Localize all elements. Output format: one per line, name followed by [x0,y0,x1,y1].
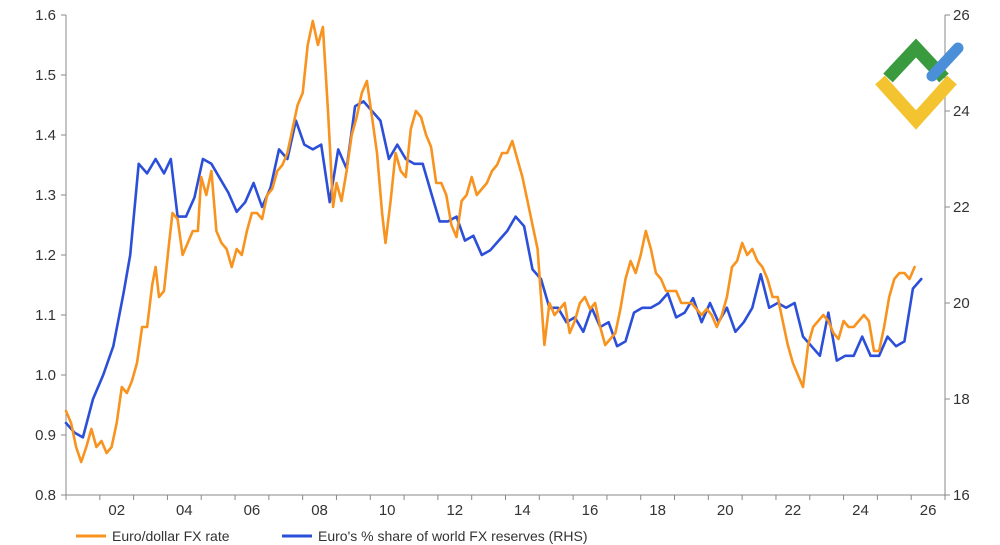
right-tick-label: 18 [953,391,970,408]
x-tick-label: 18 [649,502,666,519]
left-tick-label: 0.8 [35,487,56,504]
x-tick-label: 26 [920,502,937,519]
brand-logo [875,38,964,130]
left-tick-label: 0.9 [35,427,56,444]
series-line-euro-reserves [64,100,923,439]
left-tick-label: 1.3 [35,187,56,204]
right-tick-label: 26 [953,7,970,24]
right-tick-label: 24 [953,103,970,120]
series-layer [64,19,923,464]
right-tick-label: 16 [953,487,970,504]
legend-label-eurusd: Euro/dollar FX rate [112,528,230,544]
x-tick-label: 20 [717,502,734,519]
x-tick-label: 24 [852,502,869,519]
x-tick-label: 04 [176,502,193,519]
legend-label-euro-reserves: Euro's % share of world FX reserves (RHS… [318,528,588,544]
x-tick-label: 22 [785,502,802,519]
right-tick-label: 22 [953,199,970,216]
left-tick-label: 1.5 [35,67,56,84]
logo-blue-stroke [926,42,964,82]
x-axis-ticks: 02 04 06 08 10 12 14 16 18 20 22 24 26 [65,495,946,519]
right-y-axis-ticks: 16 18 20 22 24 26 [945,7,970,504]
x-tick-label: 10 [379,502,396,519]
left-tick-label: 1.0 [35,367,56,384]
x-tick-label: 02 [108,502,125,519]
x-tick-label: 12 [446,502,463,519]
left-y-axis-ticks: 0.8 0.9 1.0 1.1 1.2 1.3 1.4 1.5 1.6 [35,7,66,504]
left-tick-label: 1.6 [35,7,56,24]
x-tick-label: 06 [244,502,261,519]
x-tick-label: 08 [311,502,328,519]
left-tick-label: 1.2 [35,247,56,264]
plot-frame [65,15,946,496]
left-tick-label: 1.1 [35,307,56,324]
x-tick-label: 14 [514,502,531,519]
legend: Euro/dollar FX rate Euro's % share of wo… [76,528,588,544]
x-tick-label: 16 [582,502,599,519]
series-line-eurusd [64,19,916,464]
left-tick-label: 1.4 [35,127,56,144]
right-tick-label: 20 [953,295,970,312]
logo-yellow-chevron [875,75,957,130]
